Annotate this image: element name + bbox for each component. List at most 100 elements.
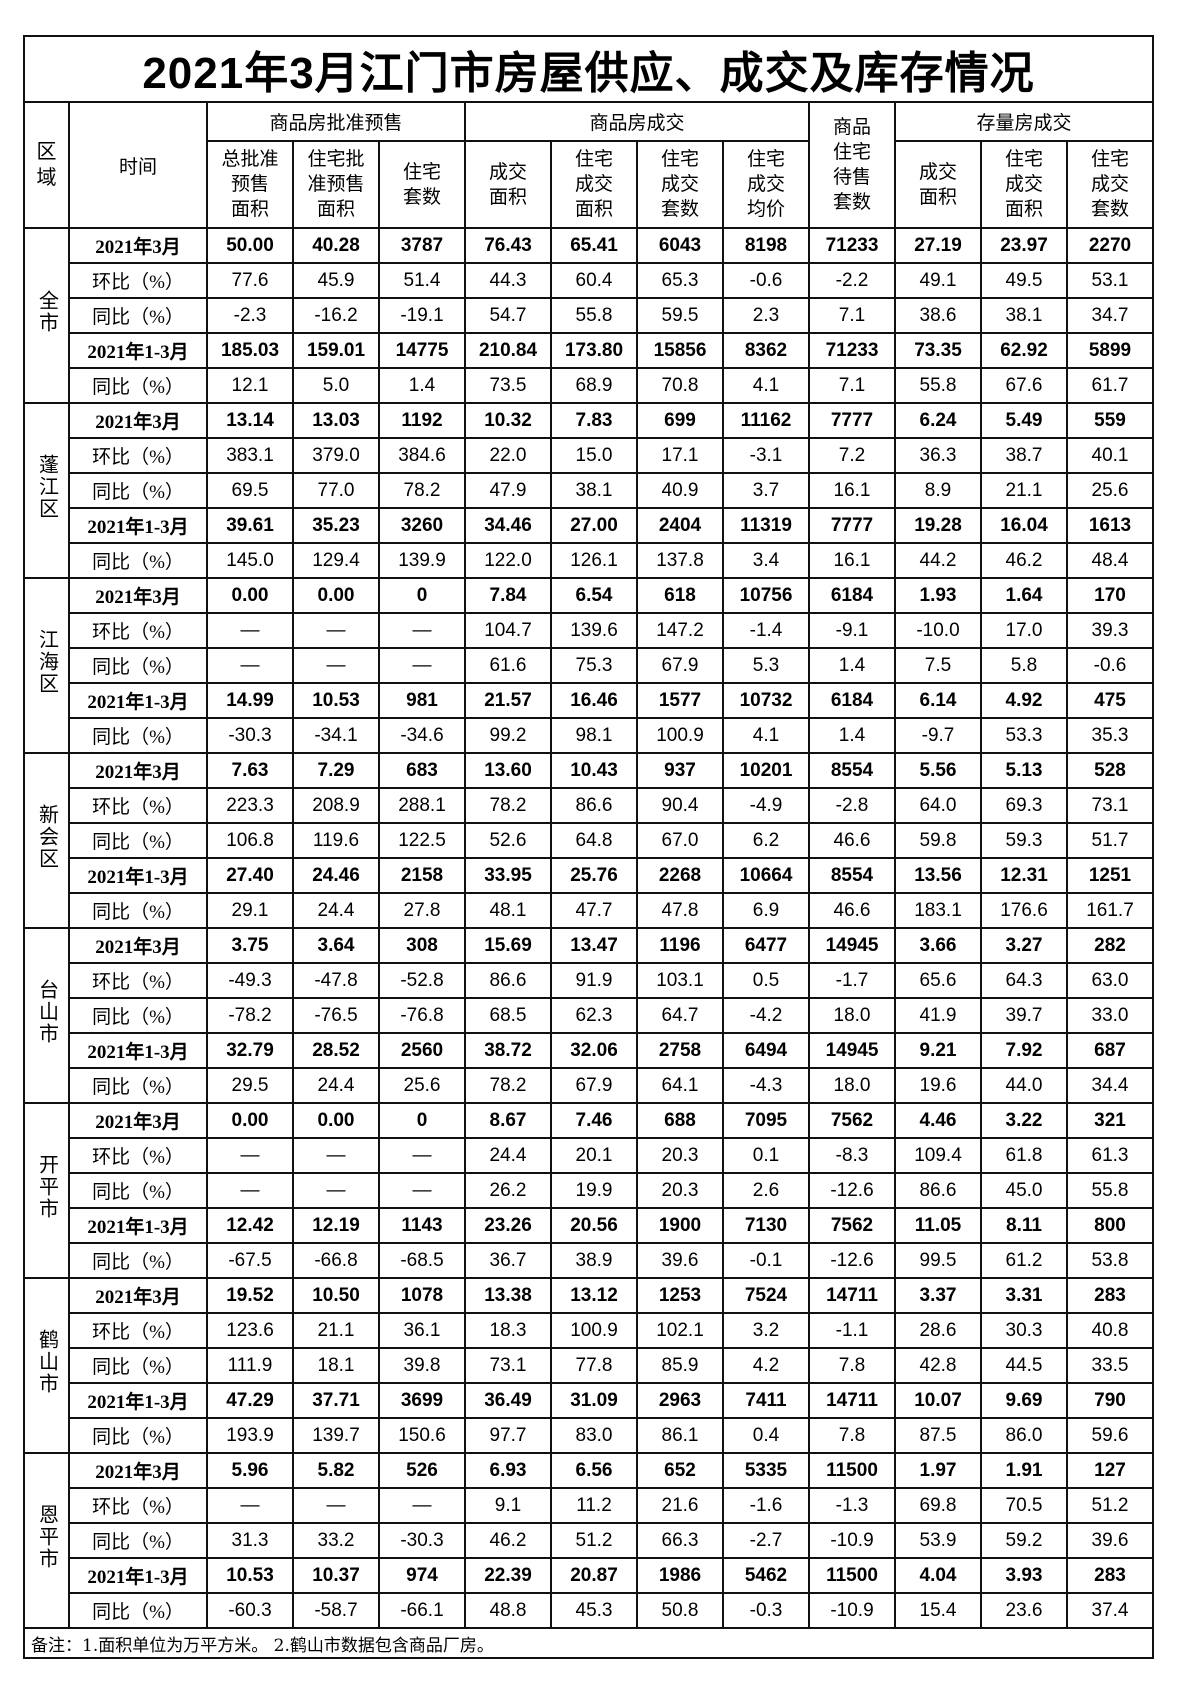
- table-cell: 559: [1066, 402, 1154, 439]
- table-cell: -1.3: [808, 1487, 896, 1524]
- table-cell: 23.97: [980, 227, 1068, 264]
- table-cell: 6.9: [722, 892, 810, 929]
- table-cell: 3.4: [722, 542, 810, 579]
- table-cell: 699: [636, 402, 724, 439]
- table-cell: 44.5: [980, 1347, 1068, 1384]
- table-cell: -4.9: [722, 787, 810, 824]
- table-cell: 24.46: [292, 857, 380, 894]
- table-cell: 3.22: [980, 1102, 1068, 1139]
- table-cell: -52.8: [378, 962, 466, 999]
- table-cell: 45.3: [550, 1592, 638, 1629]
- row-label: 2021年3月: [68, 752, 208, 789]
- table-cell: 33.0: [1066, 997, 1154, 1034]
- table-cell: 1.4: [808, 647, 896, 684]
- table-cell: 34.4: [1066, 1067, 1154, 1104]
- table-cell: 20.87: [550, 1557, 638, 1594]
- header-deal-col-3: 住宅 成交 套数: [636, 140, 724, 229]
- region-cell: 鹤山市: [23, 1277, 70, 1454]
- table-cell: 129.4: [292, 542, 380, 579]
- table-cell: 87.5: [894, 1417, 982, 1454]
- table-cell: —: [206, 1487, 294, 1524]
- table-cell: 1613: [1066, 507, 1154, 544]
- table-cell: 47.8: [636, 892, 724, 929]
- row-label: 2021年1-3月: [68, 857, 208, 894]
- table-cell: 54.7: [464, 297, 552, 334]
- table-cell: 48.8: [464, 1592, 552, 1629]
- table-row: 2021年1-3月 39.61 35.23 3260 34.46 27.00 2404 113…: [24, 507, 1154, 544]
- table-cell: -1.6: [722, 1487, 810, 1524]
- table-cell: -60.3: [206, 1592, 294, 1629]
- table-cell: 5.49: [980, 402, 1068, 439]
- table-cell: -2.3: [206, 297, 294, 334]
- table-cell: 36.1: [378, 1312, 466, 1349]
- table-cell: -30.3: [206, 717, 294, 754]
- table-cell: —: [206, 647, 294, 684]
- table-cell: 150.6: [378, 1417, 466, 1454]
- table-cell: 32.79: [206, 1032, 294, 1069]
- table-cell: 9.1: [464, 1487, 552, 1524]
- table-cell: 59.3: [980, 822, 1068, 859]
- table-row: 江海区 2021年3月 0.00 0.00 0 7.84 6.54 618 10756 6184 1…: [23, 577, 1154, 754]
- table-cell: 86.6: [550, 787, 638, 824]
- table-cell: 7.1: [808, 367, 896, 404]
- subheader-row: 总批准 预售 面积 住宅批 准预售 面积 住宅 套数 成交 面积 住宅 成交 面积 住宅 成交 套数 住宅 成交均…: [24, 140, 1154, 229]
- region-cell: 台山市: [23, 927, 70, 1104]
- region-cell: 江海区: [23, 577, 70, 754]
- table-cell: 68.5: [464, 997, 552, 1034]
- row-label: 同比（%）: [68, 892, 208, 929]
- table-cell: 0.00: [206, 1102, 294, 1139]
- table-row: 同比（%） -30.3 -34.1 -34.6 99.2 98.1 100.9 4.1 1.4-…: [24, 717, 1154, 754]
- table-row: 同比（%） — — —26.2 19.9 20.3 2.6 -12.6 86.6 45.0 55.8: [24, 1172, 1154, 1209]
- table-cell: -67.5: [206, 1242, 294, 1279]
- table-cell: 12.1: [206, 367, 294, 404]
- table-row: 同比（%） 111.9 18.1 39.8 73.1 77.8 85.9 4.2 7.8 42.8…: [24, 1347, 1154, 1384]
- table-cell: 2158: [378, 857, 466, 894]
- table-cell: 0.00: [206, 577, 294, 614]
- row-label: 同比（%）: [68, 1522, 208, 1559]
- table-cell: 11500: [808, 1557, 896, 1594]
- table-cell: 25.6: [378, 1067, 466, 1104]
- table-cell: 7095: [722, 1102, 810, 1139]
- table-cell: 20.1: [550, 1137, 638, 1174]
- table-cell: 30.3: [980, 1312, 1068, 1349]
- table-cell: 15.4: [894, 1592, 982, 1629]
- table-cell: 91.9: [550, 962, 638, 999]
- table-body: 全市 2021年3月 50.00 40.28 3787 76.43 65.41 6043 819…: [23, 227, 1154, 1629]
- table-cell: 5.3: [722, 647, 810, 684]
- table-cell: 0.00: [292, 1102, 380, 1139]
- row-label: 同比（%）: [68, 1242, 208, 1279]
- table-cell: 67.9: [550, 1067, 638, 1104]
- table-cell: 59.6: [1066, 1417, 1154, 1454]
- table-row: 同比（%） -67.5 -66.8 -68.5 36.7 38.9 39.6 -0.1 -12.…: [24, 1242, 1154, 1279]
- table-cell: 13.60: [464, 752, 552, 789]
- table-cell: 38.1: [980, 297, 1068, 334]
- table-cell: 34.46: [464, 507, 552, 544]
- table-cell: 53.3: [980, 717, 1068, 754]
- row-label: 2021年3月: [68, 1452, 208, 1489]
- table-cell: 308: [378, 927, 466, 964]
- table-row: 环比（%） — — —9.1 11.2 21.6 -1.6 -1.3 69.8 70.5 51.2: [24, 1487, 1154, 1524]
- table-cell: 41.9: [894, 997, 982, 1034]
- row-label: 2021年1-3月: [68, 1557, 208, 1594]
- table-cell: 21.1: [980, 472, 1068, 509]
- table-cell: 12.31: [980, 857, 1068, 894]
- table-cell: -10.9: [808, 1592, 896, 1629]
- housing-report-table: 2021年3月江门市房屋供应、成交及库存情况 区域 时间 商品房批准预售 商品房…: [23, 35, 1154, 1659]
- region-name: 新会区: [35, 803, 58, 870]
- table-cell: 12.42: [206, 1207, 294, 1244]
- table-cell: 7.46: [550, 1102, 638, 1139]
- table-cell: 1577: [636, 682, 724, 719]
- region-cell: 恩平市: [23, 1452, 70, 1629]
- table-cell: 60.4: [550, 262, 638, 299]
- table-cell: 321: [1066, 1102, 1154, 1139]
- header-deal-col-4: 住宅 成交 均价: [722, 140, 810, 229]
- table-cell: 11.2: [550, 1487, 638, 1524]
- table-cell: 23.26: [464, 1207, 552, 1244]
- table-cell: 39.8: [378, 1347, 466, 1384]
- table-cell: 99.5: [894, 1242, 982, 1279]
- table-cell: 1900: [636, 1207, 724, 1244]
- table-row: 同比（%） -2.3 -16.2 -19.1 54.7 55.8 59.5 2.3 7.1 38.…: [24, 297, 1154, 334]
- table-cell: 51.4: [378, 262, 466, 299]
- row-label: 2021年1-3月: [68, 1207, 208, 1244]
- table-cell: 2758: [636, 1032, 724, 1069]
